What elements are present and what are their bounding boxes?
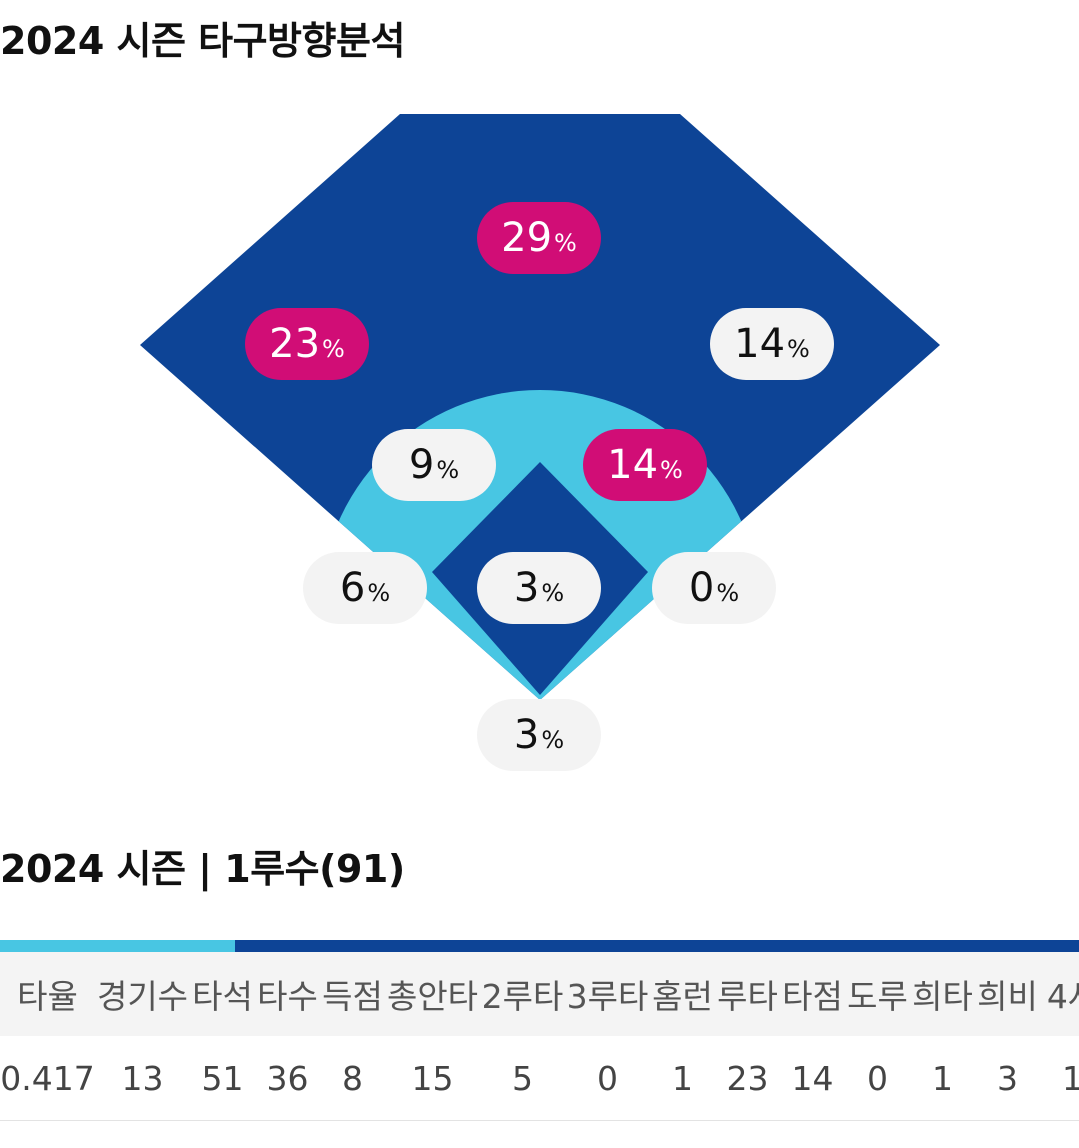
zone-second-base: 14%: [583, 429, 707, 501]
spray-chart-field: 29% 23% 14% 9% 14% 6% 3% 0% 3%: [140, 114, 940, 771]
value-total-bases: 23: [726, 1058, 769, 1098]
zone-catcher: 3%: [477, 699, 601, 771]
header-home-runs: 홈런: [652, 977, 713, 1016]
value-sacrifice-flies: 3: [997, 1058, 1018, 1098]
zone-center-field: 29%: [477, 202, 601, 274]
header-games: 경기수: [96, 977, 189, 1016]
table-header-row: 타율 경기수 타석 타수 득점 총안타 2루타 3루타 홈런 루타 타점 도루 …: [0, 952, 1079, 1036]
header-rbi: 타점: [782, 977, 843, 1016]
header-plate-appearances: 타석: [192, 977, 253, 1016]
header-sacrifice-hits: 희타: [912, 977, 973, 1016]
season-stats-table[interactable]: 타율 경기수 타석 타수 득점 총안타 2루타 3루타 홈런 루타 타점 도루 …: [0, 940, 1079, 1125]
value-games: 13: [121, 1058, 164, 1098]
value-stolen-bases: 0: [867, 1058, 888, 1098]
table-row: 0.417 13 51 36 8 15 5 0 1 23 14 0 1 3 1: [0, 1036, 1079, 1121]
header-at-bats: 타수: [257, 977, 318, 1016]
table-top-bar-accent: [0, 940, 235, 952]
header-walks-hbp: 4사: [1046, 977, 1079, 1016]
header-doubles: 2루타: [481, 977, 564, 1016]
table-top-bar: [0, 940, 1079, 952]
value-triples: 0: [597, 1058, 618, 1098]
baseball-field-graphic: [140, 114, 940, 700]
value-runs: 8: [342, 1058, 363, 1098]
header-total-bases: 루타: [717, 977, 778, 1016]
zone-left-field: 23%: [245, 308, 369, 380]
value-hits: 15: [411, 1058, 454, 1098]
value-doubles: 5: [512, 1058, 533, 1098]
zone-shortstop: 9%: [372, 429, 496, 501]
value-walks-hbp: 1: [1062, 1058, 1079, 1098]
header-sacrifice-flies: 희비: [977, 977, 1038, 1016]
zone-right-field: 14%: [710, 308, 834, 380]
header-batting-average: 타율: [17, 977, 78, 1016]
value-batting-average: 0.417: [0, 1058, 95, 1098]
header-runs: 득점: [322, 977, 383, 1016]
value-home-runs: 1: [672, 1058, 693, 1098]
zone-third-base: 6%: [303, 552, 427, 624]
zone-pitcher: 3%: [477, 552, 601, 624]
value-plate-appearances: 51: [201, 1058, 244, 1098]
header-hits: 총안타: [386, 977, 479, 1016]
value-at-bats: 36: [266, 1058, 309, 1098]
table-top-bar-base: [235, 940, 1079, 952]
zone-first-base: 0%: [652, 552, 776, 624]
field-section-title: 2024 시즌 타구방향분석: [0, 19, 405, 63]
header-triples: 3루타: [566, 977, 649, 1016]
value-rbi: 14: [791, 1058, 834, 1098]
value-sacrifice-hits: 1: [932, 1058, 953, 1098]
stats-section-title: 2024 시즌 | 1루수(91): [0, 847, 405, 891]
header-stolen-bases: 도루: [847, 977, 908, 1016]
